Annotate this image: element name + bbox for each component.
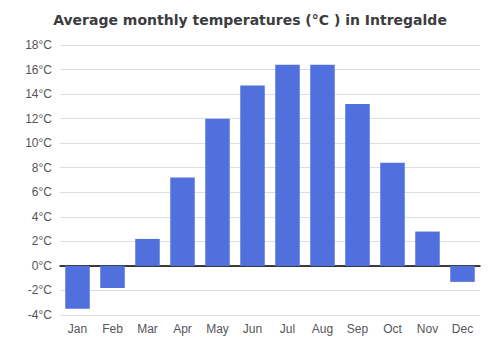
svg-text:6°C: 6°C [32, 185, 52, 199]
svg-text:4°C: 4°C [32, 210, 52, 224]
svg-text:0°C: 0°C [32, 259, 52, 273]
svg-text:-2°C: -2°C [28, 283, 52, 297]
svg-text:14°C: 14°C [25, 87, 52, 101]
svg-text:Oct: Oct [383, 322, 402, 336]
svg-text:16°C: 16°C [25, 63, 52, 77]
svg-text:8°C: 8°C [32, 161, 52, 175]
svg-text:Aug: Aug [312, 322, 333, 336]
svg-text:-4°C: -4°C [28, 308, 52, 322]
svg-text:Jul: Jul [280, 322, 295, 336]
svg-text:Apr: Apr [173, 322, 192, 336]
svg-text:Sep: Sep [347, 322, 369, 336]
svg-text:Jun: Jun [243, 322, 262, 336]
svg-text:Feb: Feb [102, 322, 123, 336]
svg-text:12°C: 12°C [25, 112, 52, 126]
svg-text:May: May [206, 322, 229, 336]
svg-text:Nov: Nov [417, 322, 438, 336]
svg-text:Dec: Dec [452, 322, 473, 336]
svg-text:18°C: 18°C [25, 38, 52, 52]
svg-text:2°C: 2°C [32, 234, 52, 248]
svg-text:10°C: 10°C [25, 136, 52, 150]
svg-text:Average monthly temperatures (: Average monthly temperatures (°C ) in In… [53, 12, 447, 28]
svg-text:Mar: Mar [137, 322, 158, 336]
svg-text:Jan: Jan [68, 322, 87, 336]
